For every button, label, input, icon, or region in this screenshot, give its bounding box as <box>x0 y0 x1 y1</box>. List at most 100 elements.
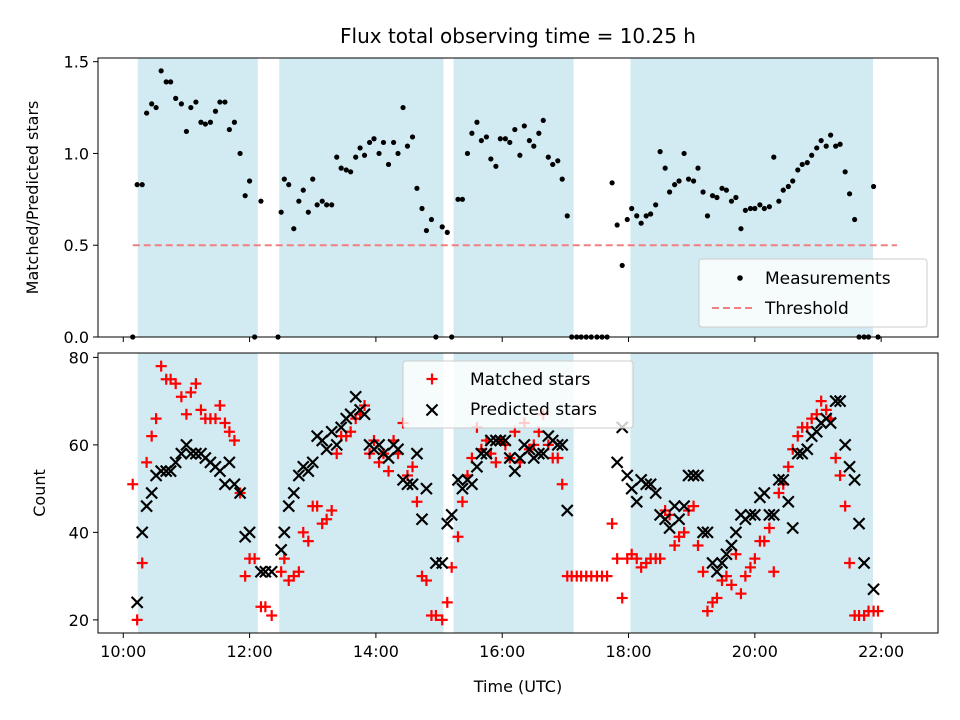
predicted-star-point <box>164 464 177 478</box>
matched-star-point <box>616 592 628 604</box>
predicted-star-point <box>391 442 405 456</box>
matched-star-point <box>815 395 827 407</box>
measurement-point <box>178 101 184 107</box>
time-x-axis-label: Time (UTC) <box>473 677 562 696</box>
matched-star-point <box>749 553 761 565</box>
predicted-star-point <box>282 499 296 513</box>
matched-star-point <box>601 570 613 582</box>
predicted-star-point <box>480 447 493 460</box>
matched-star-point <box>701 605 713 617</box>
matched-star-point <box>834 470 846 481</box>
matched-star-point <box>692 540 704 551</box>
predicted-star-point <box>435 556 449 570</box>
measurement-point <box>714 194 720 201</box>
measurement-point <box>139 182 145 188</box>
measurement-point <box>719 185 725 191</box>
measurement-point <box>757 202 763 208</box>
matched-star-point <box>185 386 197 398</box>
observing-window-1 <box>137 58 258 337</box>
predicted-star-point <box>677 499 691 513</box>
measurement-point <box>376 150 382 157</box>
ratio-y-axis-label: Matched/Predicted stars <box>23 101 42 295</box>
matched-star-point <box>725 579 737 591</box>
predicted-star-point <box>810 425 824 439</box>
predicted-star-point <box>243 526 256 539</box>
measurement-point <box>158 68 164 74</box>
predicted-star-point <box>503 451 517 465</box>
measurement-point <box>314 202 320 208</box>
measurement-point <box>704 213 711 219</box>
measurement-point <box>676 178 682 184</box>
predicted-star-point <box>223 456 236 469</box>
matched-star-point <box>383 465 395 477</box>
predicted-star-point <box>456 482 469 495</box>
predicted-star-point <box>791 447 805 460</box>
matched-star-point <box>556 478 568 490</box>
predicted-star-point <box>184 447 198 460</box>
measurement-point <box>343 167 349 173</box>
predicted-star-point <box>867 582 880 596</box>
measurement-point <box>149 101 155 107</box>
measurement-point <box>319 198 325 204</box>
measurement-point <box>545 154 551 160</box>
predicted-star-point <box>494 434 507 447</box>
matched-star-point <box>611 553 623 565</box>
matched-star-point <box>175 391 187 403</box>
measurement-point <box>780 187 786 193</box>
measurement-point <box>823 143 829 149</box>
measurement-point <box>226 126 232 133</box>
matched-star-point <box>678 526 690 538</box>
matched-star-point <box>411 496 423 508</box>
predicted-star-point <box>668 499 681 513</box>
matched-star-point <box>490 456 502 468</box>
measurement-point <box>497 136 503 142</box>
legend-label-threshold: Threshold <box>764 299 849 319</box>
measurement-point <box>459 196 466 202</box>
measurement-point <box>390 139 397 146</box>
predicted-star-point <box>691 469 705 482</box>
predicted-star-point <box>334 421 348 434</box>
measurement-point <box>334 154 340 160</box>
measurement-point <box>371 136 377 142</box>
measurement-point <box>809 152 815 158</box>
matched-star-point <box>170 378 182 390</box>
measurement-point <box>804 160 810 166</box>
matched-star-point <box>654 553 666 565</box>
measurement-point <box>419 205 425 212</box>
measurement-point <box>738 226 744 232</box>
x-tick-label: 16:00 <box>479 642 525 661</box>
predicted-star-point <box>470 460 484 474</box>
measurement-point <box>469 130 475 136</box>
measurement-point <box>634 213 640 219</box>
predicted-star-point <box>696 526 710 539</box>
measurement-point <box>409 134 416 140</box>
measurement-point <box>624 216 630 223</box>
observing-windows <box>137 353 873 633</box>
measurement-point <box>795 167 801 173</box>
y-tick-label: 60 <box>69 436 89 455</box>
matched-star-point <box>190 378 202 390</box>
measurement-point <box>286 182 292 188</box>
measurement-point <box>202 121 208 127</box>
measurement-point <box>423 227 430 234</box>
matched-star-point <box>452 531 464 543</box>
matched-star-point <box>228 435 240 446</box>
predicted-star-point <box>278 526 291 539</box>
measurement-point <box>455 196 461 202</box>
y-tick-label: 1.5 <box>64 53 89 72</box>
matched-star-point <box>792 430 804 442</box>
count-legend-box <box>402 360 634 429</box>
measurement-point <box>700 189 706 195</box>
measurement-point <box>709 193 716 199</box>
predicted-star-point <box>330 438 344 452</box>
measurement-point <box>672 182 678 188</box>
x-tick-label: 14:00 <box>353 642 399 661</box>
predicted-star-point <box>265 565 278 579</box>
measurement-point <box>619 262 625 269</box>
ratio-legend-box <box>698 258 928 328</box>
matched-star-point <box>155 360 167 372</box>
matched-star-point <box>195 404 207 416</box>
predicted-star-point <box>772 473 786 487</box>
measurement-point <box>237 150 243 157</box>
measurement-point <box>357 145 363 151</box>
